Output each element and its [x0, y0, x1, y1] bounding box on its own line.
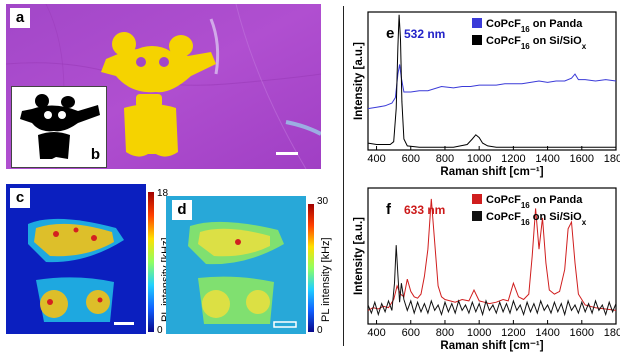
- x-tick-label-f: 400: [367, 327, 385, 339]
- x-tick-label-f: 1800: [604, 327, 620, 339]
- panda-shape: [101, 32, 216, 157]
- series-line-e-0: [367, 64, 617, 110]
- panel-label-c: c: [10, 188, 30, 208]
- x-tick-label-f: 800: [436, 327, 454, 339]
- legend-swatch-e-1: [472, 35, 482, 45]
- panel-label-e: e: [386, 25, 394, 42]
- colorbar-c-max: 18: [157, 188, 169, 199]
- legend-swatch-e-0: [472, 18, 482, 28]
- x-axis-label-f: Raman shift [cm⁻¹]: [440, 340, 543, 352]
- legend-swatch-f-1: [472, 211, 482, 221]
- scale-bar-c: [114, 322, 134, 325]
- x-tick-label-e: 1000: [467, 153, 491, 165]
- x-axis-label-e: Raman shift [cm⁻¹]: [440, 166, 543, 178]
- stencil-icon: [20, 94, 100, 159]
- y-axis-label-f: Intensity [a.u.]: [353, 217, 365, 295]
- colorbar-c-min: 0: [157, 325, 163, 336]
- x-tick-label-f: 1600: [570, 327, 594, 339]
- legend-label-e-0: CoPcF16 on Panda: [486, 18, 583, 34]
- panel-d-image: [166, 196, 306, 334]
- panel-a-inset: b: [11, 86, 107, 168]
- series-line-e-1: [367, 14, 616, 148]
- y-axis-label-e: Intensity [a.u.]: [353, 42, 365, 120]
- plot-frame-f: [367, 187, 617, 325]
- panel-label-a: a: [10, 8, 30, 28]
- x-tick-label-e: 1400: [535, 153, 559, 165]
- x-tick-label-e: 800: [436, 153, 454, 165]
- legend-label-e-1: CoPcF16 on Si/SiOx: [486, 35, 587, 51]
- series-line-f-0: [367, 198, 617, 311]
- x-tick-label-f: 1000: [467, 327, 491, 339]
- panel-label-f: f: [386, 201, 392, 218]
- annotation-f: 633 nm: [404, 203, 445, 217]
- x-tick-label-f: 1400: [535, 327, 559, 339]
- legend-label-f-0: CoPcF16 on Panda: [486, 194, 583, 210]
- panel-label-b: b: [90, 146, 100, 163]
- panel-divider: [343, 6, 344, 346]
- panel-c: c: [6, 184, 146, 334]
- panel-a: a b: [6, 4, 321, 169]
- scale-bar-a: [276, 152, 298, 155]
- x-tick-label-e: 1800: [604, 153, 620, 165]
- legend-swatch-f-0: [472, 194, 482, 204]
- panel-c-image: [6, 184, 146, 334]
- x-tick-label-e: 600: [402, 153, 420, 165]
- panel-d: d: [166, 196, 306, 334]
- colorbar-d-min: 0: [317, 325, 323, 336]
- annotation-e: 532 nm: [404, 27, 445, 41]
- colorbar-d-max: 30: [317, 196, 329, 207]
- series-line-f-1: [367, 245, 617, 317]
- panel-label-d: d: [172, 200, 192, 220]
- colorbar-d-title: PL intensity [kHz]: [320, 237, 332, 322]
- scale-bar-d: [273, 321, 297, 328]
- legend-label-f-1: CoPcF16 on Si/SiOx: [486, 211, 587, 227]
- chart-e: 400 600 800 1000 1200 1400 1600 1800 Raman shift…: [353, 11, 620, 178]
- colorbar-c: [148, 192, 154, 332]
- x-tick-label-f: 600: [402, 327, 420, 339]
- colorbar-d: [308, 204, 314, 332]
- x-tick-label-e: 1600: [570, 153, 594, 165]
- chart-f: 400 600 800 1000 1200 1400 1600 1800 Raman shift…: [353, 187, 620, 352]
- x-tick-label-e: 1200: [501, 153, 525, 165]
- x-tick-label-f: 1200: [501, 327, 525, 339]
- x-tick-label-e: 400: [367, 153, 385, 165]
